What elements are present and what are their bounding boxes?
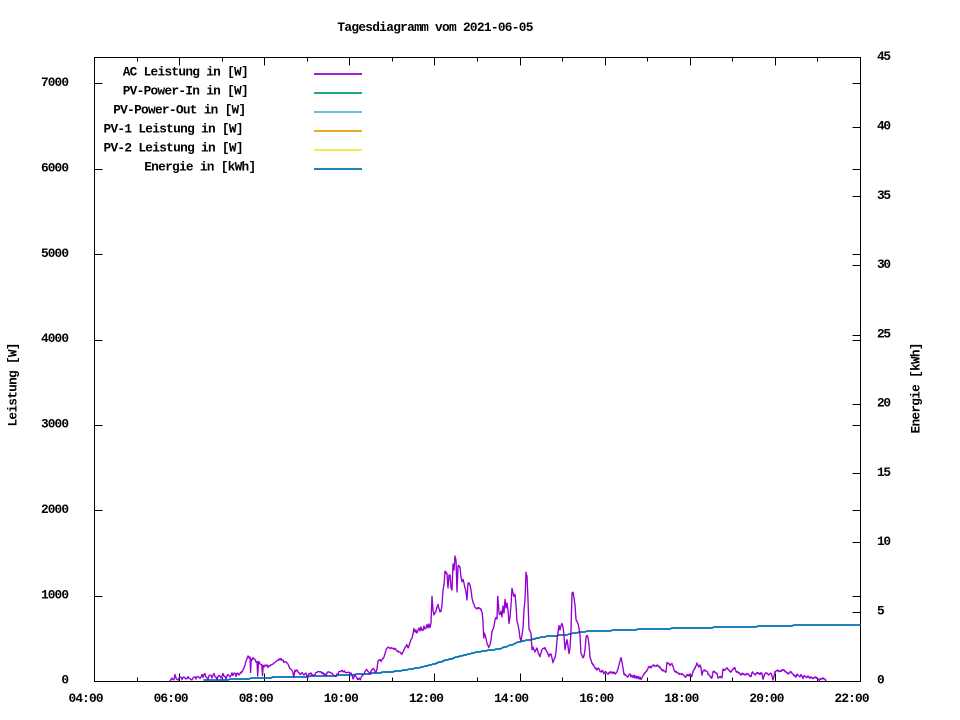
- svg-text:20:00: 20:00: [749, 691, 784, 706]
- svg-text:Energie in [kWh]: Energie in [kWh]: [144, 160, 256, 175]
- svg-text:40: 40: [877, 119, 891, 134]
- svg-text:Energie [kWh]: Energie [kWh]: [909, 343, 924, 434]
- svg-text:30: 30: [877, 257, 891, 272]
- svg-text:4000: 4000: [41, 331, 69, 346]
- svg-text:5000: 5000: [41, 246, 69, 261]
- svg-text:PV-2 Leistung in [W]: PV-2 Leistung in [W]: [104, 141, 244, 156]
- svg-text:08:00: 08:00: [239, 691, 274, 706]
- svg-text:6000: 6000: [41, 161, 69, 176]
- svg-text:PV-Power-Out in [W]: PV-Power-Out in [W]: [113, 103, 246, 118]
- svg-text:10: 10: [877, 534, 891, 549]
- svg-text:12:00: 12:00: [409, 691, 444, 706]
- svg-text:5: 5: [877, 603, 885, 618]
- svg-text:AC Leistung in [W]: AC Leistung in [W]: [123, 65, 249, 80]
- svg-text:18:00: 18:00: [664, 691, 699, 706]
- svg-text:Leistung [W]: Leistung [W]: [5, 343, 20, 427]
- svg-text:22:00: 22:00: [835, 691, 870, 706]
- svg-text:45: 45: [877, 49, 891, 64]
- svg-text:25: 25: [877, 326, 891, 341]
- svg-text:15: 15: [877, 465, 891, 480]
- svg-text:PV-Power-In in [W]: PV-Power-In in [W]: [123, 84, 249, 99]
- svg-text:16:00: 16:00: [579, 691, 614, 706]
- svg-text:20: 20: [877, 396, 891, 411]
- svg-text:3000: 3000: [41, 417, 69, 432]
- svg-text:1000: 1000: [41, 587, 69, 602]
- svg-text:0: 0: [877, 673, 885, 688]
- svg-text:2000: 2000: [41, 502, 69, 517]
- svg-text:06:00: 06:00: [154, 691, 189, 706]
- svg-text:14:00: 14:00: [494, 691, 529, 706]
- svg-text:35: 35: [877, 188, 891, 203]
- svg-text:0: 0: [61, 673, 69, 688]
- svg-text:Tagesdiagramm vom 2021-06-05: Tagesdiagramm vom 2021-06-05: [337, 20, 533, 35]
- svg-text:7000: 7000: [41, 75, 69, 90]
- svg-text:PV-1 Leistung in [W]: PV-1 Leistung in [W]: [104, 122, 244, 137]
- svg-text:10:00: 10:00: [324, 691, 359, 706]
- svg-text:04:00: 04:00: [69, 691, 104, 706]
